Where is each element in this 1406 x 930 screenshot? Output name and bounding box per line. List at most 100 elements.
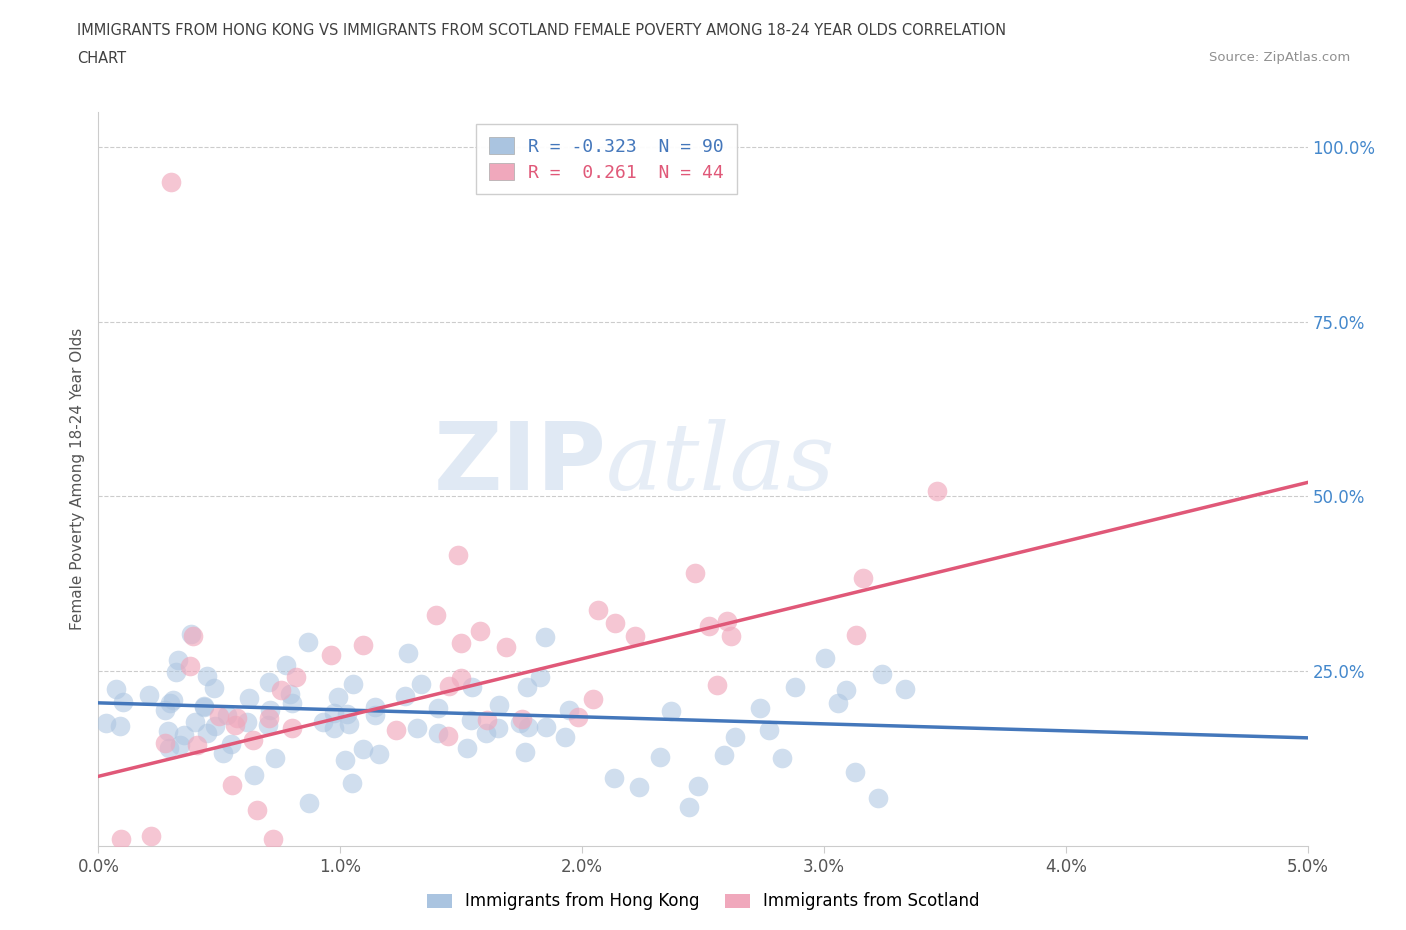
Point xyxy=(852,571,875,586)
Point xyxy=(221,737,243,751)
Point xyxy=(111,695,134,710)
Point xyxy=(509,716,531,731)
Point xyxy=(437,679,460,694)
Point xyxy=(688,778,710,793)
Point xyxy=(706,678,728,693)
Point xyxy=(195,725,218,740)
Point xyxy=(364,700,387,715)
Point xyxy=(723,729,745,744)
Point xyxy=(169,737,191,752)
Point xyxy=(474,725,496,740)
Point xyxy=(257,711,280,725)
Point xyxy=(298,795,321,810)
Point xyxy=(352,742,374,757)
Legend: R = -0.323  N = 90, R =  0.261  N = 44: R = -0.323 N = 90, R = 0.261 N = 44 xyxy=(475,125,737,194)
Point xyxy=(814,650,837,665)
Point xyxy=(224,718,246,733)
Point xyxy=(872,667,894,682)
Point xyxy=(165,665,187,680)
Point xyxy=(179,659,201,674)
Point xyxy=(495,640,517,655)
Point xyxy=(749,700,772,715)
Point xyxy=(153,703,176,718)
Point xyxy=(396,645,419,660)
Point xyxy=(427,701,450,716)
Point xyxy=(256,718,278,733)
Point xyxy=(321,647,343,662)
Point xyxy=(342,677,364,692)
Point xyxy=(264,751,287,765)
Point xyxy=(894,681,917,696)
Point xyxy=(468,623,491,638)
Text: ZIP: ZIP xyxy=(433,418,606,511)
Point xyxy=(226,711,249,725)
Point xyxy=(716,614,738,629)
Point xyxy=(284,670,307,684)
Point xyxy=(827,696,849,711)
Point xyxy=(280,721,302,736)
Point xyxy=(385,723,408,737)
Point xyxy=(517,719,540,734)
Point xyxy=(447,547,470,562)
Point xyxy=(195,668,218,683)
Point xyxy=(783,680,806,695)
Point xyxy=(368,747,391,762)
Point xyxy=(835,683,858,698)
Point xyxy=(208,709,231,724)
Point xyxy=(180,626,202,641)
Point xyxy=(221,777,243,792)
Point xyxy=(238,690,260,705)
Point xyxy=(529,670,551,684)
Point xyxy=(394,688,416,703)
Point xyxy=(683,565,706,580)
Point xyxy=(323,721,346,736)
Point xyxy=(925,484,948,498)
Point xyxy=(720,629,742,644)
Point xyxy=(242,733,264,748)
Point xyxy=(336,707,359,722)
Point xyxy=(276,658,298,672)
Point xyxy=(297,634,319,649)
Point xyxy=(212,746,235,761)
Point xyxy=(602,771,624,786)
Point xyxy=(770,751,793,766)
Point xyxy=(215,708,238,723)
Point xyxy=(364,707,387,722)
Point xyxy=(844,764,866,779)
Point xyxy=(845,628,868,643)
Text: IMMIGRANTS FROM HONG KONG VS IMMIGRANTS FROM SCOTLAND FEMALE POVERTY AMONG 18-24: IMMIGRANTS FROM HONG KONG VS IMMIGRANTS … xyxy=(77,23,1007,38)
Point xyxy=(235,715,257,730)
Point xyxy=(105,681,128,696)
Point xyxy=(333,752,356,767)
Point xyxy=(697,618,720,633)
Point xyxy=(193,698,215,713)
Point xyxy=(866,790,889,805)
Point xyxy=(586,603,609,618)
Point xyxy=(536,719,558,734)
Point xyxy=(554,729,576,744)
Point xyxy=(460,712,482,727)
Point xyxy=(516,679,538,694)
Point xyxy=(173,727,195,742)
Point xyxy=(204,719,226,734)
Point xyxy=(186,737,208,752)
Point xyxy=(425,607,447,622)
Point xyxy=(488,698,510,712)
Point xyxy=(159,696,181,711)
Point xyxy=(678,799,700,814)
Point xyxy=(280,696,302,711)
Point xyxy=(337,716,360,731)
Point xyxy=(167,653,190,668)
Point xyxy=(270,683,292,698)
Point xyxy=(352,637,374,652)
Point xyxy=(94,715,117,730)
Point xyxy=(558,702,581,717)
Point xyxy=(157,723,180,737)
Point xyxy=(436,728,458,743)
Point xyxy=(193,699,215,714)
Point xyxy=(409,677,432,692)
Point xyxy=(259,674,281,689)
Point xyxy=(450,635,472,650)
Point xyxy=(262,831,284,846)
Point xyxy=(533,630,555,644)
